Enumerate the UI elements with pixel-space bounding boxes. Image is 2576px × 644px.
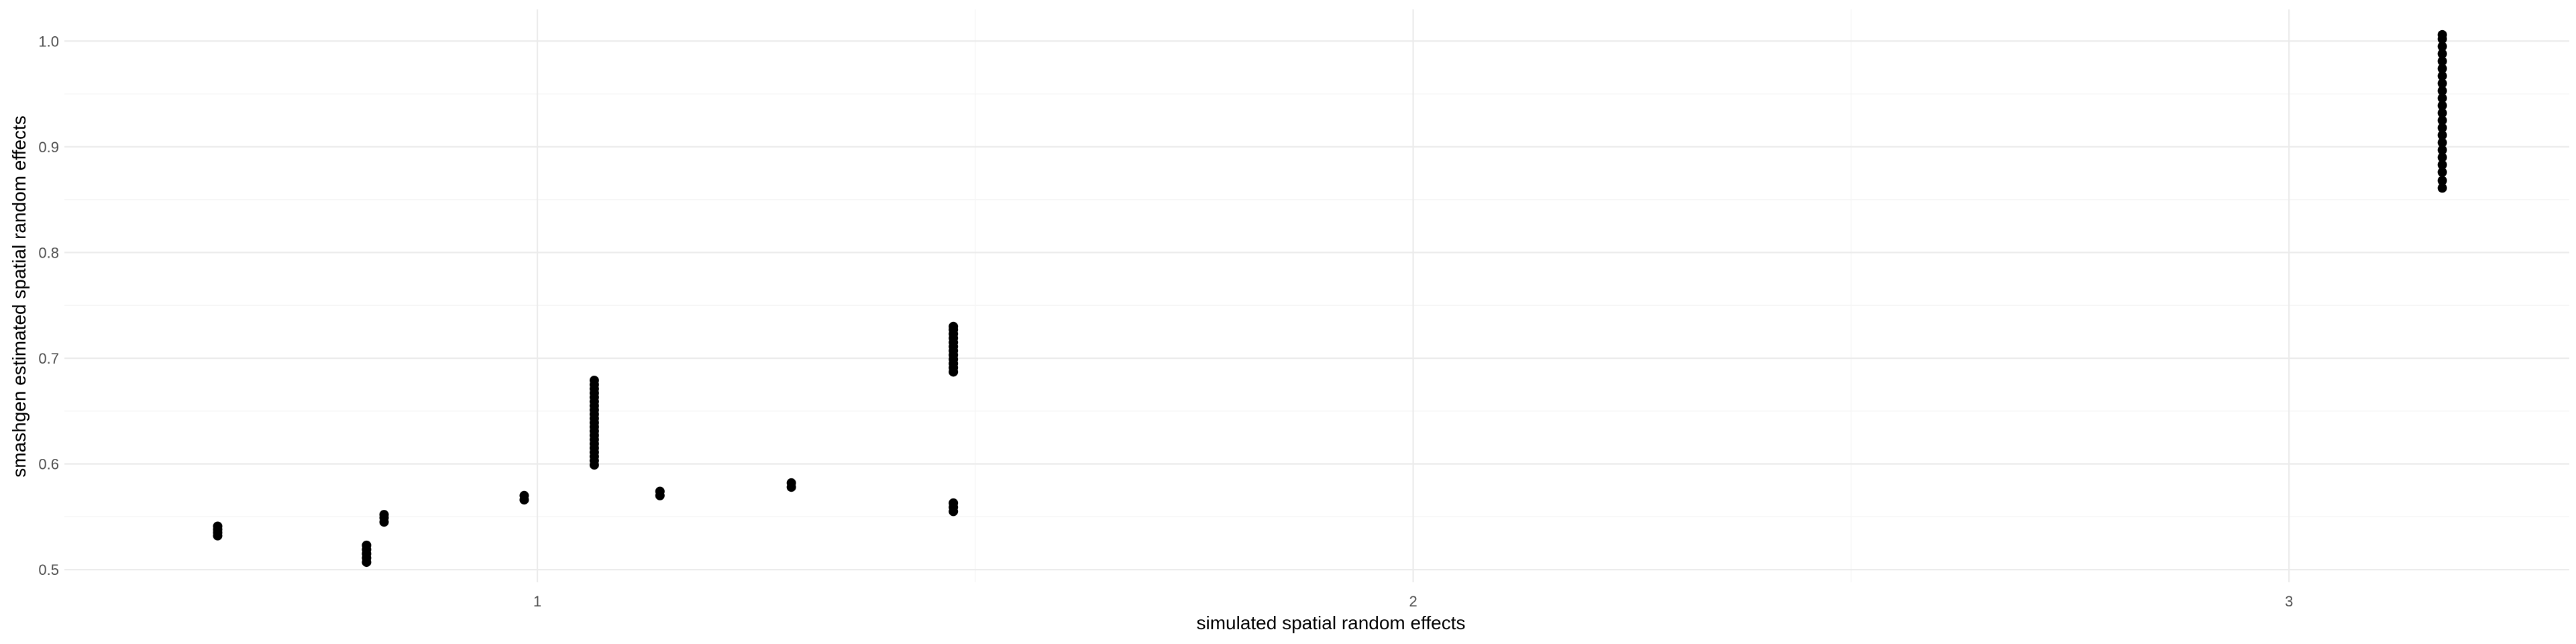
y-tick-label-4: 0.9 <box>38 139 59 156</box>
data-point-0-68 <box>2437 78 2447 89</box>
data-point-0-34 <box>589 376 599 386</box>
data-point-0-57 <box>2437 160 2447 170</box>
data-point-0-69 <box>2437 71 2447 81</box>
data-point-0-56 <box>2437 167 2447 177</box>
data-point-0-60 <box>2437 138 2447 148</box>
y-tick-label-0: 0.5 <box>38 561 59 578</box>
data-point-0-64 <box>2437 108 2447 118</box>
data-point-0-55 <box>2437 176 2447 186</box>
data-point-0-54 <box>2437 183 2447 193</box>
y-axis-title: smashgen estimated spatial random effect… <box>9 115 30 478</box>
data-point-0-58 <box>2437 152 2447 162</box>
data-point-0-71 <box>2437 56 2447 66</box>
data-point-0-11 <box>379 510 389 520</box>
x-tick-label-0: 1 <box>533 593 541 610</box>
data-point-0-66 <box>2437 93 2447 103</box>
y-tick-label-2: 0.7 <box>38 350 59 367</box>
data-point-0-72 <box>2437 49 2447 59</box>
data-point-0-53 <box>949 321 959 331</box>
x-axis-title: simulated spatial random effects <box>1196 612 1465 633</box>
data-point-0-41 <box>949 498 959 508</box>
x-axis-tick-labels: 1 2 3 <box>533 593 2293 610</box>
data-point-0-65 <box>2437 101 2447 111</box>
major-gridlines <box>64 9 2569 582</box>
y-tick-label-1: 0.6 <box>38 456 59 473</box>
data-point-0-70 <box>2437 64 2447 74</box>
x-tick-label-2: 3 <box>2285 593 2293 610</box>
data-points <box>213 30 2447 568</box>
minor-gridlines <box>64 9 2569 582</box>
data-point-0-75 <box>2437 30 2447 40</box>
y-tick-label-5: 1.0 <box>38 33 59 50</box>
data-point-0-73 <box>2437 42 2447 52</box>
data-point-0-8 <box>362 540 372 550</box>
data-point-0-61 <box>2437 130 2447 140</box>
data-point-0-63 <box>2437 115 2447 125</box>
data-point-0-13 <box>519 490 529 500</box>
x-tick-label-1: 2 <box>1409 593 1417 610</box>
data-point-0-38 <box>786 478 796 488</box>
data-point-0-36 <box>655 486 665 496</box>
data-point-0-62 <box>2437 123 2447 133</box>
data-point-0-67 <box>2437 86 2447 96</box>
data-point-0-59 <box>2437 145 2447 155</box>
y-axis-tick-labels: 0.5 0.6 0.7 0.8 0.9 1.0 <box>38 33 59 578</box>
data-point-0-3 <box>213 521 223 531</box>
y-tick-label-3: 0.8 <box>38 244 59 261</box>
